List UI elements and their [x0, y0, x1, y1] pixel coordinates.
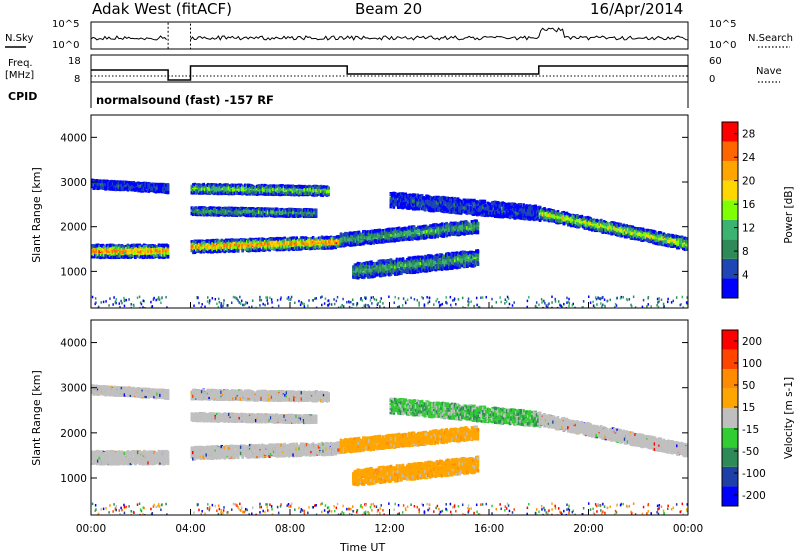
noise-trace — [91, 22, 688, 49]
power-cell — [167, 252, 170, 255]
station-title: Adak West (fitACF) — [92, 0, 232, 18]
beam-title: Beam 20 — [355, 0, 422, 18]
power-data — [91, 179, 691, 310]
power-cell — [237, 249, 240, 252]
power-cell — [241, 249, 244, 252]
power-cell — [337, 235, 340, 238]
freq-tick-top: 18 — [68, 56, 81, 67]
power-cell — [167, 191, 170, 194]
freq-tick-bottom: 8 — [74, 74, 80, 85]
nave-tick-top: 60 — [709, 56, 722, 67]
power-cell — [327, 190, 330, 193]
freq-trace-line — [91, 66, 688, 80]
noise-search-label: N.Search — [748, 33, 793, 44]
power-cell — [167, 187, 170, 190]
date-title: 16/Apr/2014 — [590, 0, 683, 18]
noise-left-tick-top: 10^5 — [52, 19, 79, 30]
freq-label-1: Freq. — [8, 58, 33, 69]
noise-panel: N.Sky 10^5 10^0 10^5 10^0 N.Search — [5, 19, 793, 51]
nave-label: Nave — [756, 66, 782, 77]
radar-figure: Adak West (fitACF) Beam 20 16/Apr/2014 N… — [0, 0, 800, 554]
noise-right-tick-top: 10^5 — [709, 19, 736, 30]
power-cell — [327, 186, 330, 189]
freq-panel: Freq. [MHz] 18 8 60 0 Nave — [5, 55, 782, 85]
power-cell — [167, 248, 170, 251]
noise-panel-frame — [91, 22, 688, 49]
cpid-text: normalsound (fast) -157 RF — [96, 93, 274, 107]
nave-tick-bottom: 0 — [709, 74, 715, 85]
freq-trace — [91, 66, 688, 80]
noise-sky-trace — [91, 28, 688, 40]
noise-left-tick-bottom: 10^0 — [52, 40, 79, 51]
freq-label-2: [MHz] — [5, 70, 34, 81]
noise-right-tick-bottom: 10^0 — [709, 40, 736, 51]
freq-panel-frame — [91, 55, 688, 82]
noise-sky-label: N.Sky — [5, 33, 33, 44]
power-cell — [167, 244, 170, 247]
cpid-label: CPID — [8, 90, 37, 103]
power-cell — [337, 242, 340, 245]
power-cell — [167, 255, 170, 258]
noise-gap-box — [168, 22, 190, 49]
